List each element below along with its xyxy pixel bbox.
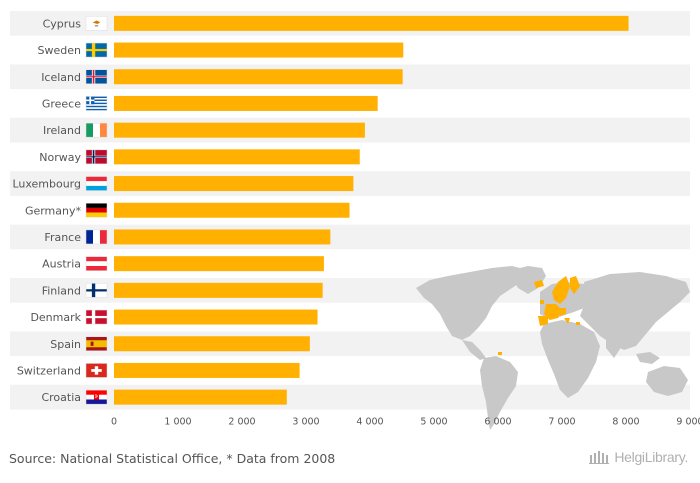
world-map bbox=[416, 266, 690, 430]
category-label: Austria bbox=[42, 258, 81, 271]
map-highlight-greece bbox=[564, 318, 570, 324]
category-label: France bbox=[44, 231, 81, 244]
row-band bbox=[10, 251, 690, 276]
luxembourg-flag-icon bbox=[85, 176, 108, 191]
bar-france bbox=[114, 229, 331, 245]
map-highlight-austria-croatia bbox=[558, 308, 566, 316]
category-label: Switzerland bbox=[17, 364, 81, 377]
map-highlight-iceland bbox=[534, 280, 544, 288]
row-band bbox=[10, 197, 690, 223]
category-label: Iceland bbox=[41, 71, 81, 84]
sweden-flag-icon bbox=[85, 42, 108, 58]
bar-austria bbox=[114, 256, 324, 272]
austria-flag-icon bbox=[85, 256, 108, 271]
france-flag-icon bbox=[85, 229, 108, 245]
category-label: Ireland bbox=[43, 124, 81, 137]
category-label: Spain bbox=[50, 338, 81, 351]
x-tick-label: 9 000 bbox=[676, 417, 700, 428]
map-highlight-cyprus bbox=[576, 322, 580, 325]
ireland-flag-icon bbox=[85, 122, 108, 138]
map-highlight-finland bbox=[570, 276, 580, 294]
map-highlight-western-europe bbox=[544, 304, 562, 320]
category-label: Sweden bbox=[38, 44, 81, 57]
category-label: Finland bbox=[42, 284, 81, 297]
bar-sweden bbox=[114, 42, 404, 58]
bar-spain bbox=[114, 336, 310, 352]
bar-germany bbox=[114, 202, 350, 218]
x-tick-label: 6 000 bbox=[484, 417, 511, 428]
flag-icons bbox=[85, 16, 108, 405]
iceland-flag-icon bbox=[85, 69, 108, 84]
map-highlight-ireland bbox=[540, 300, 544, 304]
bar-switzerland bbox=[114, 362, 300, 378]
bar-denmark bbox=[114, 309, 318, 325]
map-asia bbox=[580, 272, 690, 350]
category-label: Norway bbox=[39, 151, 81, 164]
map-highlight-iberia bbox=[538, 316, 548, 326]
map-central-america bbox=[462, 340, 486, 360]
norway-flag-icon bbox=[85, 149, 108, 165]
bar-croatia bbox=[114, 389, 287, 405]
map-india bbox=[606, 334, 622, 358]
helgi-library-logo: HelgiLibrary. bbox=[589, 449, 688, 465]
bars bbox=[114, 15, 629, 405]
germany-flag-icon bbox=[85, 203, 108, 218]
category-label: Luxembourg bbox=[12, 178, 81, 191]
croatia-flag-icon bbox=[85, 389, 108, 405]
x-tick-label: 2 000 bbox=[228, 417, 255, 428]
bar-norway bbox=[114, 149, 360, 165]
map-se-asia bbox=[636, 352, 660, 364]
map-south-america bbox=[480, 356, 518, 430]
map-africa bbox=[540, 320, 600, 398]
finland-flag-icon bbox=[85, 283, 108, 298]
map-highlight-caribbean bbox=[498, 352, 502, 355]
source-note: Source: National Statistical Office, * D… bbox=[9, 451, 336, 466]
x-tick-label: 1 000 bbox=[164, 417, 191, 428]
denmark-flag-icon bbox=[85, 309, 108, 325]
row-band bbox=[10, 224, 690, 250]
bar-cyprus bbox=[114, 15, 629, 31]
bar-ireland bbox=[114, 122, 365, 138]
category-label: Croatia bbox=[41, 391, 81, 404]
category-label: Denmark bbox=[30, 311, 81, 324]
bar-iceland bbox=[114, 69, 403, 85]
category-label: Greece bbox=[42, 97, 81, 110]
x-tick-label: 7 000 bbox=[548, 417, 575, 428]
map-australia bbox=[646, 366, 688, 396]
map-highlight-scandinavia bbox=[552, 276, 570, 304]
x-tick-label: 5 000 bbox=[420, 417, 447, 428]
map-north-america bbox=[416, 266, 528, 340]
x-tick-label: 8 000 bbox=[612, 417, 639, 428]
spain-flag-icon bbox=[85, 336, 108, 351]
logo-text: HelgiLibrary. bbox=[614, 449, 688, 465]
x-tick-label: 4 000 bbox=[356, 417, 383, 428]
switzerland-flag-icon bbox=[85, 363, 108, 378]
greece-flag-icon bbox=[85, 96, 108, 111]
x-axis-ticks: 0 1 000 2 000 3 000 4 000 5 000 6 000 7 000 8 00… bbox=[111, 417, 700, 428]
bar-greece bbox=[114, 95, 378, 111]
row-band bbox=[10, 384, 690, 410]
category-label: Germany* bbox=[25, 204, 82, 217]
category-labels: Cyprus Sweden Iceland Greece Ireland Norway Lu… bbox=[12, 17, 81, 404]
bar-finland bbox=[114, 282, 323, 298]
category-label: Cyprus bbox=[43, 17, 82, 30]
bar-luxembourg bbox=[114, 176, 354, 192]
library-icon bbox=[589, 451, 610, 464]
cyprus-flag-icon bbox=[85, 16, 108, 31]
x-tick-label: 0 bbox=[111, 417, 117, 428]
x-tick-label: 3 000 bbox=[292, 417, 319, 428]
